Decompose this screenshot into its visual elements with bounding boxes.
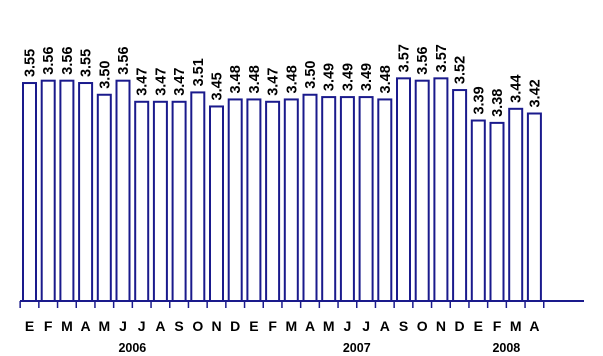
data-label: 3.38 xyxy=(490,89,506,117)
x-tick-label: J xyxy=(344,318,352,334)
year-label: 2006 xyxy=(118,341,146,355)
data-label: 3.47 xyxy=(135,68,151,96)
data-label: 3.56 xyxy=(60,46,76,74)
data-label: 3.48 xyxy=(284,65,300,93)
x-tick-label: A xyxy=(155,318,165,334)
x-tick-label: F xyxy=(268,318,277,334)
bar xyxy=(246,98,262,302)
bar xyxy=(358,96,374,302)
bar xyxy=(339,96,355,302)
bar xyxy=(115,79,131,302)
x-tick-label: A xyxy=(305,318,315,334)
year-label: 2007 xyxy=(343,341,371,355)
x-tick-label: M xyxy=(98,318,110,334)
bar xyxy=(152,100,168,302)
x-axis-year-labels: 2006 2007 2008 xyxy=(118,341,520,355)
data-label: 3.47 xyxy=(266,68,282,96)
bar xyxy=(96,93,112,302)
bar xyxy=(302,93,318,302)
data-label: 3.49 xyxy=(322,63,338,91)
bar xyxy=(283,98,299,302)
bar xyxy=(209,105,224,302)
x-tick-label: M xyxy=(323,318,335,334)
data-label: 3.57 xyxy=(434,44,450,72)
x-tick-label: E xyxy=(249,318,258,334)
data-label: 3.48 xyxy=(247,65,263,93)
x-tick-label: S xyxy=(399,318,408,334)
x-tick-label: M xyxy=(285,318,297,334)
data-label: 3.55 xyxy=(79,49,95,77)
x-tick-label: A xyxy=(81,318,91,334)
data-label: 3.56 xyxy=(116,46,132,74)
bar xyxy=(78,82,94,302)
data-label: 3.52 xyxy=(453,56,469,84)
data-label: 3.55 xyxy=(23,49,39,77)
data-label: 3.48 xyxy=(378,65,394,93)
x-tick-label: F xyxy=(44,318,53,334)
data-label: 3.50 xyxy=(303,61,319,89)
year-label: 2008 xyxy=(492,341,520,355)
data-label: 3.47 xyxy=(172,68,188,96)
x-tick-label: E xyxy=(25,318,34,334)
bar xyxy=(59,79,75,302)
bar xyxy=(396,77,411,302)
bar xyxy=(321,96,337,302)
bar xyxy=(489,121,505,302)
x-tick-label: E xyxy=(474,318,483,334)
bar xyxy=(470,119,486,302)
bar xyxy=(508,107,524,302)
data-label: 3.56 xyxy=(41,46,57,74)
data-label: 3.48 xyxy=(228,65,244,93)
x-tick-label: D xyxy=(230,318,240,334)
bar xyxy=(227,98,243,302)
data-label: 3.50 xyxy=(97,61,113,89)
data-label: 3.56 xyxy=(415,46,431,74)
bars-layer xyxy=(22,77,542,302)
x-tick-label: J xyxy=(119,318,127,334)
bar xyxy=(265,100,281,302)
x-tick-label: F xyxy=(493,318,502,334)
x-tick-label: N xyxy=(211,318,221,334)
bar xyxy=(190,91,206,302)
bar xyxy=(40,79,56,302)
x-tick-label: N xyxy=(436,318,446,334)
bar xyxy=(22,82,37,302)
x-tick-label: O xyxy=(417,318,428,334)
data-label: 3.49 xyxy=(359,63,375,91)
data-labels-layer: 3.55 3.56 3.56 3.55 3.50 3.563.47 3.47 3.47 3.51… xyxy=(23,44,544,117)
x-tick-label: A xyxy=(529,318,539,334)
bar xyxy=(526,112,542,302)
bar xyxy=(171,100,187,302)
data-label: 3.49 xyxy=(340,63,356,91)
x-tick-label: S xyxy=(174,318,183,334)
bar xyxy=(452,89,468,302)
bar xyxy=(433,77,449,302)
x-tick-label: M xyxy=(510,318,522,334)
data-label: 3.44 xyxy=(509,75,525,103)
data-label: 3.47 xyxy=(153,68,169,96)
x-tick-label: O xyxy=(192,318,203,334)
data-label: 3.57 xyxy=(397,44,413,72)
data-label: 3.42 xyxy=(527,79,543,107)
data-label: 3.45 xyxy=(210,72,226,100)
bar xyxy=(414,79,430,302)
x-tick-label: J xyxy=(362,318,370,334)
x-tick-label: J xyxy=(138,318,146,334)
x-axis-ticks xyxy=(19,301,545,308)
bar xyxy=(134,100,150,302)
x-tick-label: A xyxy=(380,318,390,334)
data-label: 3.39 xyxy=(471,86,487,114)
data-label: 3.51 xyxy=(191,58,207,86)
bar xyxy=(377,98,393,302)
x-tick-label: M xyxy=(61,318,73,334)
x-tick-label: D xyxy=(455,318,465,334)
